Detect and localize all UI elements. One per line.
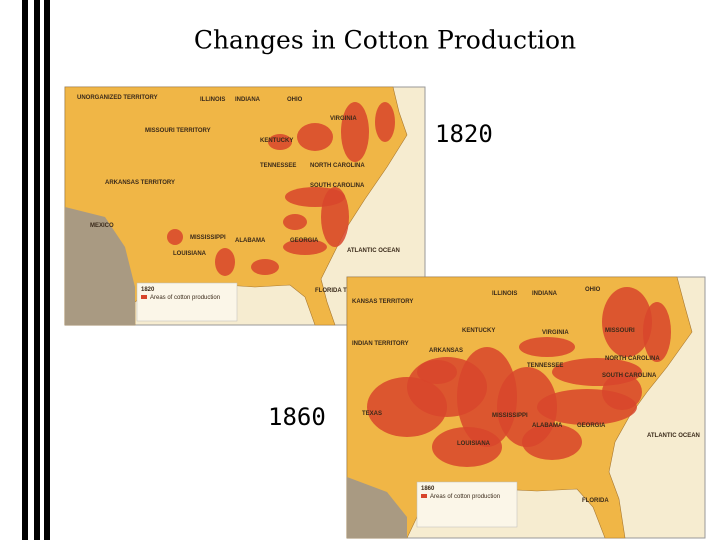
legend-title: 1820 (141, 287, 155, 293)
cotton-area (522, 424, 582, 460)
slide-title: Changes in Cotton Production (194, 26, 576, 55)
map-label: ILLINOIS (492, 291, 517, 297)
map-label: TEXAS (362, 411, 382, 417)
map-label: INDIANA (235, 97, 261, 103)
legend-box (136, 282, 238, 322)
side-bar (34, 0, 40, 540)
cotton-area (251, 259, 279, 275)
map-label: NORTH CAROLINA (605, 356, 660, 362)
mexico (347, 477, 407, 538)
map-label: MEXICO (90, 223, 114, 229)
map-label: LOUISIANA (173, 251, 207, 257)
cotton-area (375, 102, 395, 142)
year-label: 1820 (435, 120, 493, 148)
cotton-area (602, 374, 642, 410)
map-label: MISSISSIPPI (190, 235, 226, 241)
map-label: FLORIDA (582, 498, 609, 504)
cotton-area (519, 337, 575, 357)
cotton-area (215, 248, 235, 276)
cotton-area (367, 377, 447, 437)
map-label: ARKANSAS TERRITORY (105, 180, 175, 186)
map-label: MISSOURI TERRITORY (145, 128, 211, 134)
map-1820: 1820 Areas of cotton production UNORGANIZE… (64, 86, 426, 326)
map-label: ATLANTIC OCEAN (647, 433, 700, 439)
map-label: INDIANA (532, 291, 558, 297)
map-label: FLORIDA TERRITORY (315, 288, 377, 294)
map-label: MISSISSIPPI (492, 413, 528, 419)
cotton-area (643, 302, 671, 362)
side-bar (44, 0, 50, 540)
cotton-area (417, 360, 457, 384)
map-label: TENNESSEE (527, 363, 563, 369)
map-label: ALABAMA (532, 423, 563, 429)
legend-swatch (141, 295, 147, 299)
map-label: GEORGIA (290, 238, 319, 244)
map-label: KENTUCKY (462, 328, 495, 334)
mexico (65, 207, 135, 325)
cotton-area (602, 287, 652, 357)
map-label: NORTH CAROLINA (310, 163, 365, 169)
map-label: ILLINOIS (200, 97, 225, 103)
legend-item: Areas of cotton production (150, 295, 220, 301)
map-label: ATLANTIC OCEAN (347, 248, 400, 254)
cotton-area (341, 102, 369, 162)
map-label: MISSOURI (605, 328, 635, 334)
side-bar (22, 0, 28, 540)
cotton-area (167, 229, 183, 245)
map-label: SOUTH CAROLINA (602, 373, 657, 379)
map-label: VIRGINIA (330, 116, 357, 122)
map-1860: 1860 Areas of cotton production KANSAS TER… (346, 276, 706, 539)
map-label: LOUISIANA (457, 441, 491, 447)
legend-item: Areas of cotton production (430, 494, 500, 500)
legend-title: 1860 (421, 486, 435, 492)
year-label: 1860 (268, 403, 326, 431)
map-label: GEORGIA (577, 423, 606, 429)
map-label: OHIO (585, 287, 601, 293)
cotton-area (432, 427, 502, 467)
cotton-area (283, 214, 307, 230)
map-label: OHIO (287, 97, 303, 103)
map-label: SOUTH CAROLINA (310, 183, 365, 189)
map-label: ALABAMA (235, 238, 266, 244)
map-label: UNORGANIZED TERRITORY (77, 95, 158, 101)
cotton-area (268, 134, 292, 150)
map-label: VIRGINIA (542, 330, 569, 336)
map-label: KENTUCKY (260, 138, 293, 144)
legend-swatch (421, 494, 427, 498)
map-label: KANSAS TERRITORY (352, 299, 413, 305)
cotton-area (283, 239, 327, 255)
cotton-area (321, 187, 349, 247)
map-label: TENNESSEE (260, 163, 296, 169)
cotton-area (297, 123, 333, 151)
map-label: INDIAN TERRITORY (352, 341, 409, 347)
legend-box (416, 481, 518, 528)
map-label: ARKANSAS (429, 348, 463, 354)
